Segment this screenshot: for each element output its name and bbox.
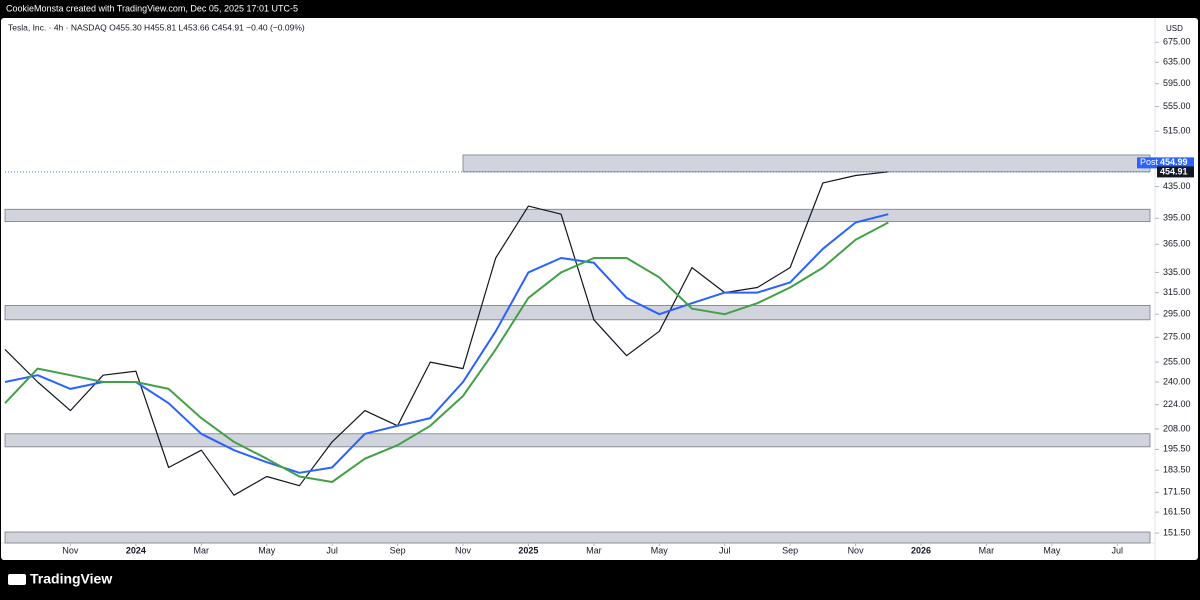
panel <box>1 18 1198 560</box>
y-tick-label: 635.00 <box>1163 57 1191 67</box>
x-tick-label: Mar <box>979 545 995 555</box>
y-tick-label: 365.00 <box>1163 239 1191 249</box>
y-tick-label: 183.50 <box>1163 465 1191 475</box>
price-tag-value: 454.99 <box>1160 157 1188 167</box>
y-tick-label: 171.50 <box>1163 487 1191 497</box>
x-tick-label: Nov <box>848 545 865 555</box>
x-tick-label: Nov <box>62 545 79 555</box>
brand-logo <box>8 574 26 585</box>
price-tag <box>1157 157 1194 169</box>
y-tick-label: 595.00 <box>1163 78 1191 88</box>
x-tick-label: Sep <box>782 545 798 555</box>
symbol-legend: Tesla, Inc. · 4h · NASDAQ O455.30 H455.8… <box>8 22 305 32</box>
x-tick-label: Mar <box>586 545 602 555</box>
y-tick-label: 435.00 <box>1163 181 1191 191</box>
y-tick-label: 515.00 <box>1163 126 1191 136</box>
y-tick-label: 240.00 <box>1163 376 1191 386</box>
x-tick-label: Sep <box>390 545 406 555</box>
x-tick-label: Nov <box>455 545 472 555</box>
zone <box>462 154 1151 173</box>
series-line <box>4 221 889 483</box>
y-tick-label: 275.00 <box>1163 332 1191 342</box>
price-tag-label-bg <box>1137 157 1157 169</box>
zone <box>4 305 1151 321</box>
y-tick-label: 161.50 <box>1163 506 1191 516</box>
price-tag-label: Post <box>1140 157 1159 167</box>
credit: CookieMonsta created with TradingView.co… <box>6 3 298 13</box>
y-tick-label: 555.00 <box>1163 101 1191 111</box>
y-tick-label: 315.00 <box>1163 287 1191 297</box>
x-tick-label: May <box>651 545 669 555</box>
y-tick-label: 224.00 <box>1163 399 1191 409</box>
price-tag-value: 454.91 <box>1160 166 1188 176</box>
x-tick-label: Mar <box>194 545 210 555</box>
x-tick-label: Jul <box>719 545 731 555</box>
y-tick-label: 195.50 <box>1163 444 1191 454</box>
y-tick-label: 151.50 <box>1163 527 1191 537</box>
zone <box>4 531 1151 544</box>
x-tick-label: 2024 <box>126 545 146 555</box>
y-tick-label: 675.00 <box>1163 37 1191 47</box>
brand: TradingView <box>30 571 112 587</box>
zone <box>4 208 1151 223</box>
x-tick-label: Jul <box>1112 545 1124 555</box>
price-tag <box>1157 166 1194 178</box>
y-tick-label: 255.00 <box>1163 356 1191 366</box>
series-line <box>4 213 889 474</box>
x-tick-label: Jul <box>326 545 338 555</box>
x-tick-label: 2025 <box>518 545 538 555</box>
x-tick-label: 2026 <box>911 545 931 555</box>
y-tick-label: 208.00 <box>1163 423 1191 433</box>
y-tick-label: 335.00 <box>1163 267 1191 277</box>
currency: USD <box>1166 24 1183 33</box>
zone <box>4 433 1151 448</box>
x-tick-label: May <box>1043 545 1061 555</box>
series-line <box>4 171 889 496</box>
x-tick-label: May <box>258 545 276 555</box>
y-tick-label: 395.00 <box>1163 213 1191 223</box>
y-tick-label: 295.00 <box>1163 309 1191 319</box>
